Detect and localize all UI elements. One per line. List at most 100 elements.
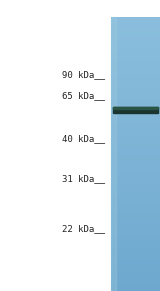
Bar <box>111 27 160 29</box>
Bar <box>111 94 160 95</box>
Bar <box>111 36 160 37</box>
Bar <box>111 154 160 155</box>
Bar <box>111 278 160 279</box>
Bar <box>111 160 160 161</box>
Bar <box>111 242 160 243</box>
Bar <box>111 57 160 58</box>
Bar <box>111 26 160 27</box>
Bar <box>111 22 160 23</box>
Bar <box>111 106 160 107</box>
Bar <box>111 262 160 263</box>
Bar <box>111 179 160 180</box>
Bar <box>111 87 160 88</box>
Bar <box>111 177 160 178</box>
Bar <box>111 88 160 90</box>
Bar <box>111 270 160 271</box>
Bar <box>111 108 160 109</box>
Text: 65 kDa__: 65 kDa__ <box>62 92 105 100</box>
Bar <box>111 65 160 66</box>
Bar <box>111 145 160 146</box>
Bar <box>111 21 160 22</box>
Bar <box>111 123 160 124</box>
Bar <box>111 107 160 108</box>
Bar <box>111 256 160 257</box>
Bar <box>111 253 160 254</box>
Bar <box>111 76 160 77</box>
Bar <box>111 97 160 98</box>
Bar <box>111 165 160 166</box>
Bar <box>111 105 160 106</box>
Bar <box>111 229 160 230</box>
Bar <box>111 144 160 145</box>
Bar <box>111 251 160 252</box>
Bar <box>111 180 160 181</box>
Bar <box>111 252 160 253</box>
Bar <box>111 282 160 283</box>
Bar <box>111 206 160 207</box>
Bar <box>111 158 160 159</box>
Bar <box>111 269 160 270</box>
Bar <box>111 112 160 113</box>
Bar <box>111 181 160 182</box>
Bar <box>111 136 160 137</box>
Bar <box>111 84 160 85</box>
Bar <box>111 176 160 177</box>
Bar <box>111 59 160 60</box>
Bar <box>111 254 160 255</box>
Bar <box>111 142 160 143</box>
Bar <box>111 133 160 134</box>
Bar <box>113 107 158 113</box>
Bar <box>111 222 160 223</box>
Bar <box>111 185 160 186</box>
Bar <box>111 215 160 216</box>
Bar <box>111 248 160 249</box>
Text: 31 kDa__: 31 kDa__ <box>62 175 105 183</box>
Bar <box>111 29 160 30</box>
Bar <box>111 267 160 268</box>
Bar <box>111 221 160 222</box>
Bar <box>111 143 160 144</box>
Bar <box>111 20 160 21</box>
Bar <box>111 58 160 59</box>
Bar <box>111 234 160 235</box>
Bar <box>111 191 160 193</box>
Bar <box>111 184 160 185</box>
Bar <box>111 209 160 210</box>
Bar <box>111 61 160 62</box>
Bar <box>111 190 160 191</box>
Bar <box>111 132 160 133</box>
Bar <box>111 275 160 276</box>
Bar <box>111 72 160 73</box>
Bar <box>111 83 160 84</box>
Bar <box>111 50 160 51</box>
Bar <box>111 148 160 149</box>
Text: 22 kDa__: 22 kDa__ <box>62 224 105 233</box>
Bar <box>111 101 160 102</box>
Bar <box>111 53 160 54</box>
Bar <box>111 116 160 117</box>
Bar <box>111 34 160 35</box>
Bar <box>111 81 160 82</box>
Bar <box>111 182 160 183</box>
Bar <box>111 147 160 148</box>
Bar <box>111 134 160 135</box>
Bar <box>111 98 160 99</box>
Bar <box>111 85 160 86</box>
Bar <box>111 49 160 50</box>
Bar <box>111 263 160 264</box>
Bar <box>111 240 160 241</box>
Bar <box>111 153 160 154</box>
Bar <box>111 19 160 20</box>
Bar <box>111 155 160 156</box>
Bar <box>111 31 160 32</box>
Bar <box>111 135 160 136</box>
Bar <box>111 103 160 104</box>
Bar <box>111 228 160 229</box>
Bar <box>111 71 160 72</box>
Bar <box>111 119 160 120</box>
Bar <box>111 171 160 172</box>
Bar <box>111 199 160 200</box>
Bar <box>111 233 160 234</box>
Bar <box>111 33 160 34</box>
Bar <box>111 41 160 42</box>
